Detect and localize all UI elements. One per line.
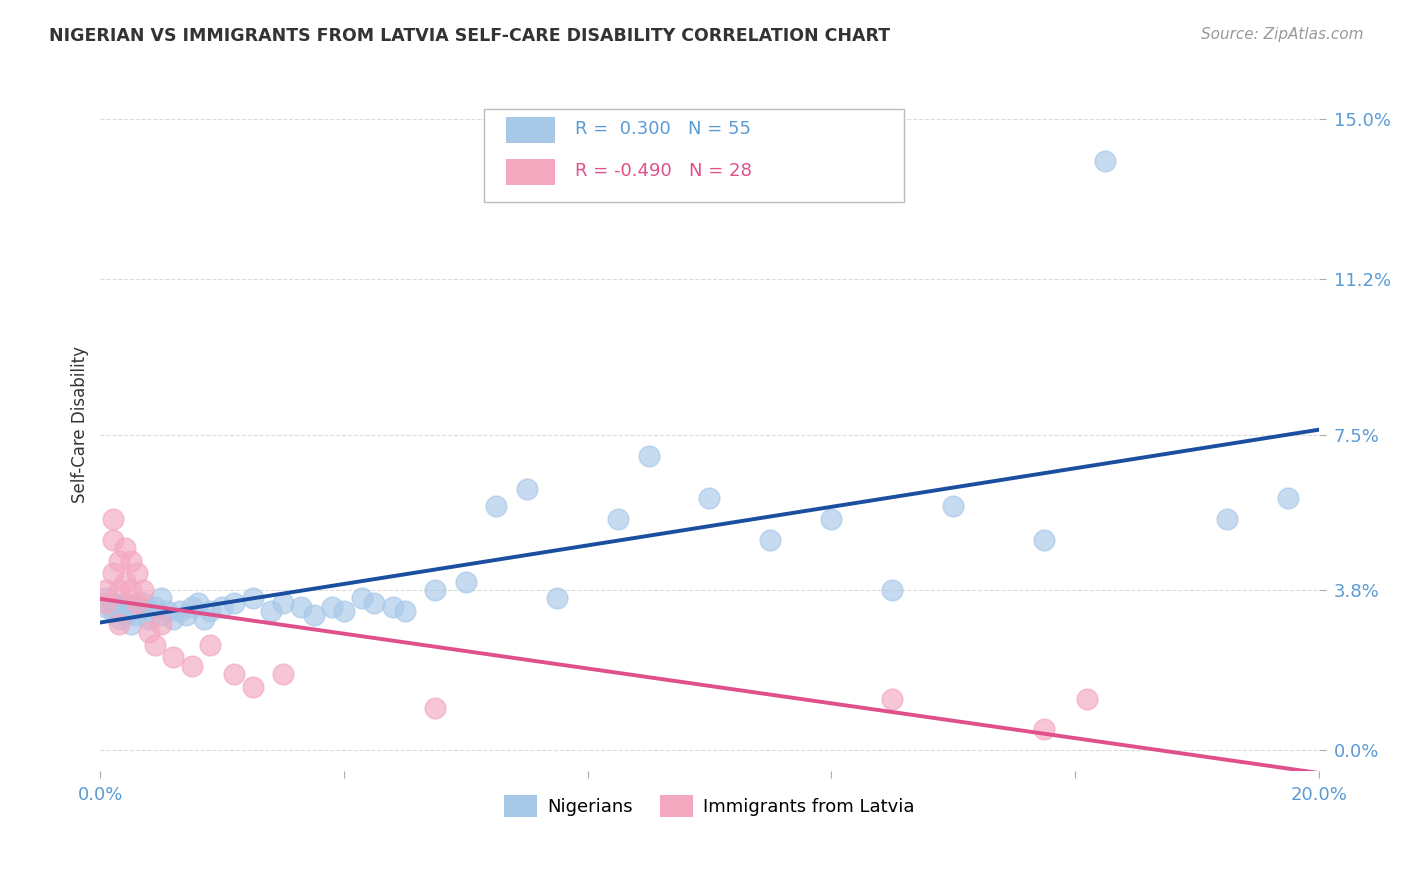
Point xyxy=(425,582,447,597)
Point xyxy=(1076,692,1098,706)
Point xyxy=(637,449,659,463)
Point xyxy=(546,591,568,606)
Point xyxy=(333,604,356,618)
Point xyxy=(352,591,374,606)
Point xyxy=(180,599,202,614)
Point xyxy=(162,612,184,626)
Point xyxy=(120,553,142,567)
Point xyxy=(882,692,904,706)
Point xyxy=(1033,533,1056,547)
Point xyxy=(120,604,142,618)
Point xyxy=(107,612,129,626)
Point xyxy=(381,599,404,614)
Point xyxy=(363,596,385,610)
Point xyxy=(394,604,416,618)
Point xyxy=(759,533,782,547)
Point xyxy=(138,612,160,626)
Point xyxy=(454,574,477,589)
Point xyxy=(125,599,148,614)
Point xyxy=(107,616,129,631)
Point xyxy=(187,596,209,610)
Point xyxy=(101,511,124,525)
Point xyxy=(107,599,129,614)
Point xyxy=(150,616,173,631)
Point xyxy=(114,608,136,623)
Point xyxy=(96,599,118,614)
Point xyxy=(96,591,118,606)
Point xyxy=(101,533,124,547)
Point xyxy=(120,616,142,631)
Point xyxy=(107,582,129,597)
Point xyxy=(174,608,197,623)
Point xyxy=(138,625,160,640)
Point xyxy=(942,499,965,513)
Point xyxy=(1094,154,1116,169)
Point xyxy=(271,667,294,681)
Point xyxy=(120,582,142,597)
Point xyxy=(114,574,136,589)
Point xyxy=(198,604,221,618)
Point xyxy=(162,650,184,665)
Point xyxy=(150,591,173,606)
FancyBboxPatch shape xyxy=(506,117,555,144)
Point xyxy=(485,499,508,513)
Point xyxy=(101,604,124,618)
Point xyxy=(150,608,173,623)
Point xyxy=(198,638,221,652)
Point xyxy=(138,604,160,618)
Text: R = -0.490   N = 28: R = -0.490 N = 28 xyxy=(575,162,752,180)
Point xyxy=(425,700,447,714)
Point xyxy=(125,596,148,610)
Point xyxy=(882,582,904,597)
Text: NIGERIAN VS IMMIGRANTS FROM LATVIA SELF-CARE DISABILITY CORRELATION CHART: NIGERIAN VS IMMIGRANTS FROM LATVIA SELF-… xyxy=(49,27,890,45)
Point xyxy=(107,553,129,567)
Point xyxy=(132,582,155,597)
Point xyxy=(1216,511,1239,525)
Point xyxy=(101,566,124,581)
Y-axis label: Self-Care Disability: Self-Care Disability xyxy=(72,345,89,502)
FancyBboxPatch shape xyxy=(484,109,904,202)
Point xyxy=(96,596,118,610)
Point xyxy=(699,491,721,505)
Point xyxy=(156,604,179,618)
Point xyxy=(290,599,312,614)
Point xyxy=(242,680,264,694)
Legend: Nigerians, Immigrants from Latvia: Nigerians, Immigrants from Latvia xyxy=(496,788,922,824)
Point xyxy=(96,582,118,597)
Point xyxy=(180,658,202,673)
Point xyxy=(607,511,630,525)
Point xyxy=(114,596,136,610)
Point xyxy=(271,596,294,610)
Point xyxy=(193,612,215,626)
Point xyxy=(1033,722,1056,736)
FancyBboxPatch shape xyxy=(506,159,555,185)
Point xyxy=(114,541,136,555)
Point xyxy=(224,667,246,681)
Point xyxy=(516,482,538,496)
Point xyxy=(211,599,233,614)
Text: R =  0.300   N = 55: R = 0.300 N = 55 xyxy=(575,120,751,138)
Point xyxy=(125,566,148,581)
Point xyxy=(143,638,166,652)
Text: Source: ZipAtlas.com: Source: ZipAtlas.com xyxy=(1201,27,1364,42)
Point xyxy=(143,599,166,614)
Point xyxy=(321,599,343,614)
Point xyxy=(169,604,191,618)
Point xyxy=(224,596,246,610)
Point xyxy=(820,511,842,525)
Point xyxy=(302,608,325,623)
Point xyxy=(1277,491,1299,505)
Point xyxy=(125,608,148,623)
Point xyxy=(242,591,264,606)
Point xyxy=(132,596,155,610)
Point xyxy=(260,604,283,618)
Point xyxy=(101,596,124,610)
